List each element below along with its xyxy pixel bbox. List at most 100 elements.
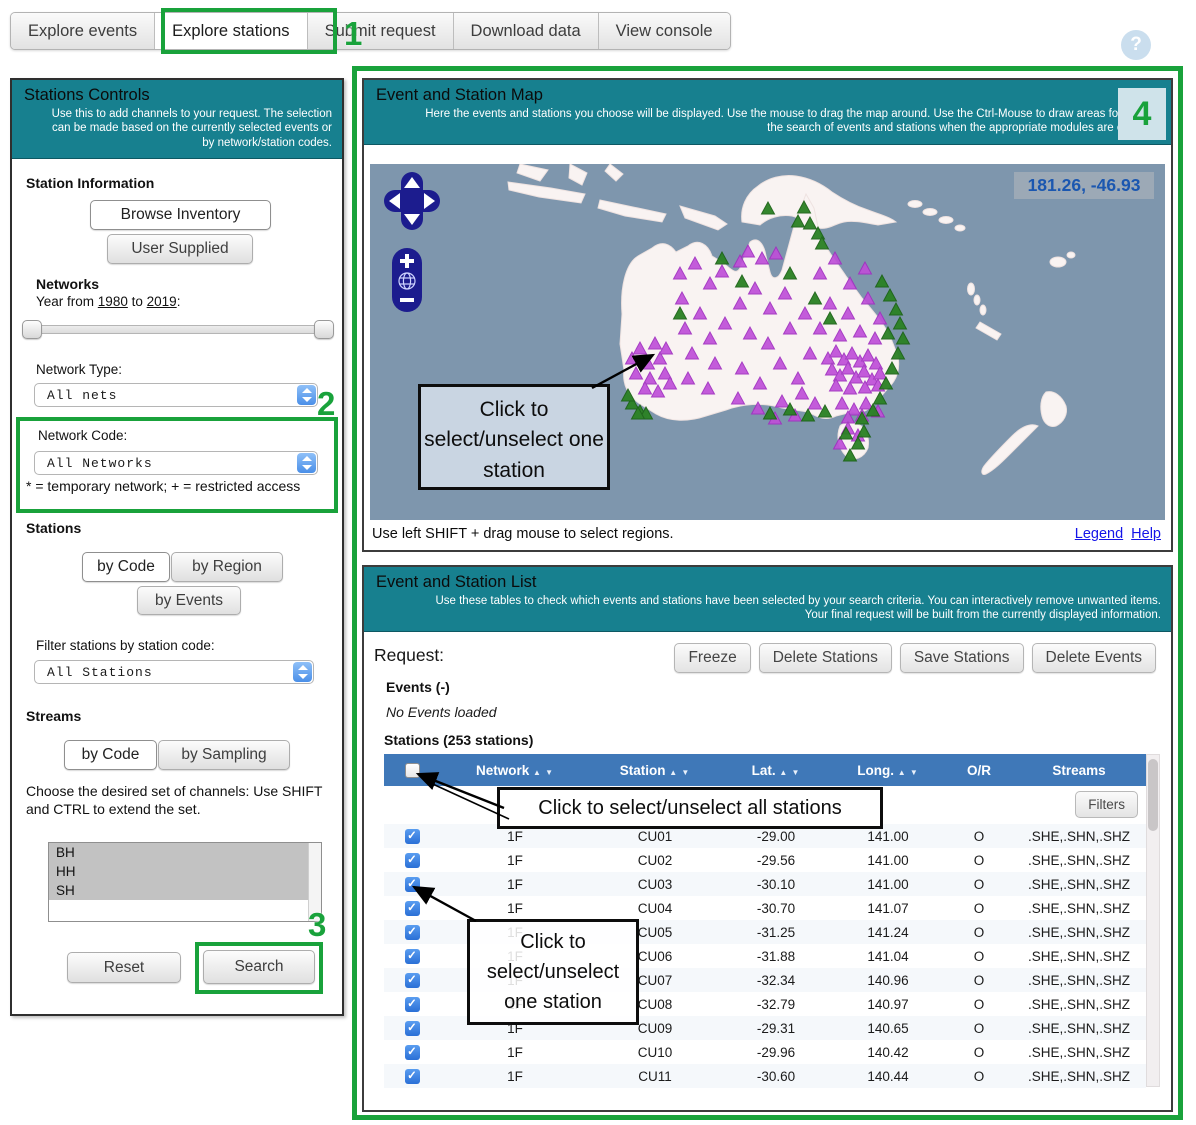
station-triangle-marker[interactable]: [872, 310, 888, 325]
station-checkbox[interactable]: ✓: [404, 924, 420, 940]
station-triangle-marker[interactable]: [700, 380, 716, 395]
legend-link[interactable]: Legend: [1074, 526, 1124, 542]
channels-listbox[interactable]: BH HH SH: [48, 842, 322, 922]
station-triangle-marker[interactable]: [832, 327, 848, 342]
year-to-link[interactable]: 2019: [146, 294, 177, 309]
station-triangle-marker[interactable]: [702, 275, 718, 290]
station-triangle-marker[interactable]: [865, 402, 881, 417]
station-triangle-marker[interactable]: [702, 330, 718, 345]
station-triangle-marker[interactable]: [624, 395, 640, 410]
sort-icons[interactable]: ▲ ▼: [532, 767, 555, 777]
station-triangle-marker[interactable]: [846, 401, 862, 416]
station-triangle-marker[interactable]: [742, 325, 758, 340]
listbox-scrollbar[interactable]: [308, 843, 321, 921]
station-checkbox[interactable]: ✓: [404, 900, 420, 916]
station-triangle-marker[interactable]: [772, 355, 788, 370]
station-triangle-marker[interactable]: [842, 447, 858, 462]
station-triangle-marker[interactable]: [822, 310, 838, 325]
station-triangle-marker[interactable]: [857, 379, 873, 394]
column-header-network[interactable]: Network ▲ ▼: [475, 762, 555, 778]
station-triangle-marker[interactable]: [687, 255, 703, 270]
freeze-button[interactable]: Freeze: [674, 643, 751, 673]
station-triangle-marker[interactable]: [674, 290, 690, 305]
station-triangle-marker[interactable]: [760, 200, 776, 215]
station-triangle-marker[interactable]: [812, 265, 828, 280]
station-triangle-marker[interactable]: [832, 435, 848, 450]
station-triangle-marker[interactable]: [820, 350, 836, 365]
station-checkbox[interactable]: ✓: [404, 876, 420, 892]
station-triangle-marker[interactable]: [790, 370, 806, 385]
station-triangle-marker[interactable]: [650, 383, 666, 398]
station-triangle-marker[interactable]: [858, 395, 874, 410]
streams-by-code-button[interactable]: by Code: [64, 740, 157, 770]
station-triangle-marker[interactable]: [880, 325, 896, 340]
station-triangle-marker[interactable]: [895, 330, 911, 345]
tab-download-data[interactable]: Download data: [452, 13, 598, 49]
station-triangle-marker[interactable]: [750, 400, 766, 415]
station-triangle-marker[interactable]: [774, 393, 790, 408]
station-triangle-marker[interactable]: [762, 405, 778, 420]
station-checkbox[interactable]: ✓: [404, 1044, 420, 1060]
user-supplied-button[interactable]: User Supplied: [107, 234, 253, 264]
station-triangle-marker[interactable]: [852, 323, 868, 338]
station-triangle-marker[interactable]: [802, 345, 818, 360]
search-button[interactable]: Search: [203, 950, 315, 984]
streams-by-sampling-button[interactable]: by Sampling: [158, 740, 290, 770]
station-triangle-marker[interactable]: [777, 285, 793, 300]
station-triangle-marker[interactable]: [782, 401, 798, 416]
station-triangle-marker[interactable]: [800, 407, 816, 422]
station-triangle-marker[interactable]: [680, 370, 696, 385]
station-triangle-marker[interactable]: [832, 367, 848, 382]
network-type-select[interactable]: All nets: [34, 383, 318, 407]
station-triangle-marker[interactable]: [872, 390, 888, 405]
station-triangle-marker[interactable]: [854, 410, 870, 425]
station-triangle-marker[interactable]: [802, 215, 818, 230]
sort-icons[interactable]: ▲ ▼: [669, 767, 691, 777]
channel-option-bh[interactable]: BH: [49, 843, 308, 862]
year-range-slider[interactable]: [22, 320, 334, 339]
station-triangle-marker[interactable]: [714, 250, 730, 265]
station-triangle-marker[interactable]: [797, 305, 813, 320]
year-from-link[interactable]: 1980: [97, 294, 128, 309]
station-checkbox[interactable]: ✓: [404, 1068, 420, 1084]
station-triangle-marker[interactable]: [672, 265, 688, 280]
station-triangle-marker[interactable]: [827, 250, 843, 265]
station-triangle-marker[interactable]: [717, 315, 733, 330]
station-triangle-marker[interactable]: [888, 301, 904, 316]
station-triangle-marker[interactable]: [740, 243, 756, 258]
station-triangle-marker[interactable]: [822, 295, 838, 310]
stations-by-events-button[interactable]: by Events: [137, 586, 241, 615]
channel-option-sh[interactable]: SH: [49, 881, 308, 900]
station-triangle-marker[interactable]: [824, 361, 840, 376]
station-triangle-marker[interactable]: [834, 395, 850, 410]
station-triangle-marker[interactable]: [760, 335, 776, 350]
column-header-station[interactable]: Station ▲ ▼: [619, 762, 691, 778]
filters-button[interactable]: Filters: [1075, 791, 1138, 818]
station-triangle-marker[interactable]: [647, 335, 663, 350]
station-triangle-marker[interactable]: [754, 250, 770, 265]
world-map[interactable]: 181.26, -46.93 Click to select/unselect …: [370, 164, 1165, 520]
save-stations-button[interactable]: Save Stations: [899, 643, 1024, 673]
sort-icons[interactable]: ▲ ▼: [779, 767, 801, 777]
station-triangle-marker[interactable]: [817, 403, 833, 418]
station-triangle-marker[interactable]: [856, 363, 872, 378]
station-triangle-marker[interactable]: [734, 273, 750, 288]
station-triangle-marker[interactable]: [672, 305, 688, 320]
station-triangle-marker[interactable]: [857, 260, 873, 275]
station-triangle-marker[interactable]: [796, 199, 812, 214]
station-triangle-marker[interactable]: [732, 253, 748, 268]
delete-stations-button[interactable]: Delete Stations: [758, 643, 892, 673]
station-triangle-marker[interactable]: [732, 295, 748, 310]
select-all-checkbox[interactable]: [404, 762, 420, 778]
station-triangle-marker[interactable]: [860, 347, 876, 362]
station-triangle-marker[interactable]: [838, 425, 854, 440]
station-triangle-marker[interactable]: [828, 343, 844, 358]
station-checkbox[interactable]: ✓: [404, 972, 420, 988]
map-pan-control[interactable]: [384, 172, 440, 235]
station-triangle-marker[interactable]: [657, 365, 673, 380]
station-checkbox[interactable]: ✓: [404, 996, 420, 1012]
station-triangle-marker[interactable]: [662, 375, 678, 390]
station-triangle-marker[interactable]: [867, 330, 883, 345]
station-triangle-marker[interactable]: [868, 355, 884, 370]
station-triangle-marker[interactable]: [707, 355, 723, 370]
